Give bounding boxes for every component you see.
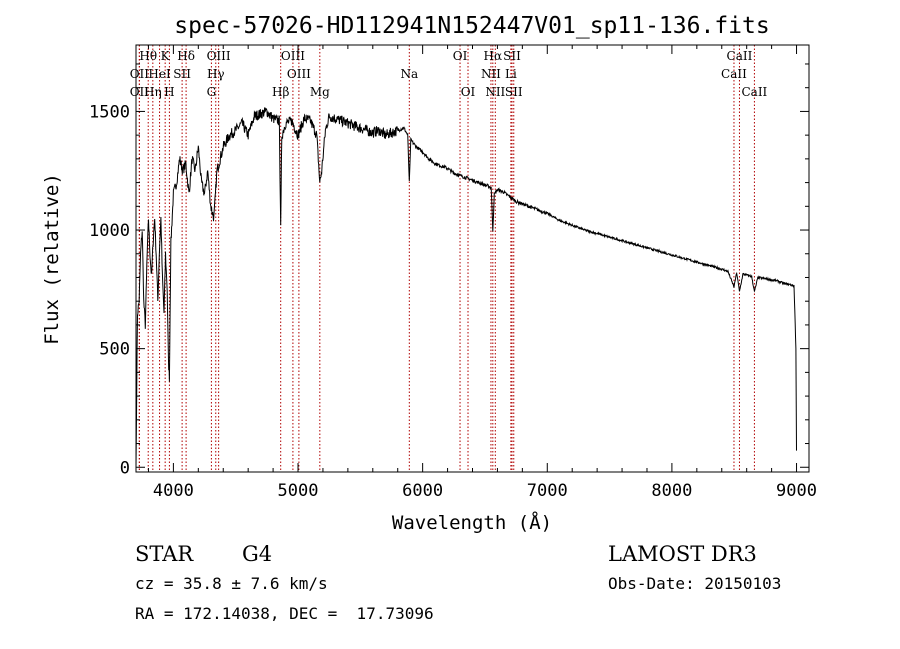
line-label: Hη: [144, 85, 162, 99]
obs-date: Obs-Date: 20150103: [608, 574, 781, 593]
line-label: SII: [505, 85, 523, 99]
y-tick-label: 0: [120, 458, 130, 478]
x-tick-label: 6000: [402, 481, 443, 501]
object-type: STAR: [135, 542, 194, 566]
spectrum-series-line: [135, 107, 797, 468]
line-label: G: [207, 85, 217, 99]
x-tick-label: 8000: [651, 481, 692, 501]
line-label: Hγ: [207, 67, 225, 81]
x-tick-label: 4000: [153, 481, 194, 501]
line-label: K: [161, 49, 171, 63]
line-label: SII: [503, 49, 521, 63]
line-label: Hθ: [139, 49, 157, 63]
x-axis-label: Wavelength (Å): [392, 511, 552, 534]
y-tick-label: 500: [99, 340, 130, 360]
emission-line-labels: Hθ OII OII K HeI Hη SII H Hδ OIII Hγ G Hβ OIII OIII Mg N…: [130, 49, 768, 99]
line-label: Li: [505, 67, 517, 81]
line-label: NII: [485, 85, 505, 99]
x-axis-ticks: 4000 5000 6000 7000 8000 9000: [147, 45, 817, 501]
spectral-subclass: G4: [242, 542, 272, 566]
line-label: OII: [130, 85, 150, 99]
line-label: Hδ: [177, 49, 195, 63]
line-label: OII: [130, 67, 150, 81]
line-label: OI: [461, 85, 476, 99]
x-tick-label: 9000: [776, 481, 817, 501]
line-label: Mg: [310, 85, 330, 99]
emission-line-markers: [138, 45, 755, 472]
line-label: OIII: [281, 49, 305, 63]
chart-title: spec-57026-HD112941N152447V01_sp11-136.f…: [174, 13, 769, 39]
x-tick-label: 7000: [527, 481, 568, 501]
ra-dec-coordinates: RA = 172.14038, DEC = 17.73096: [135, 604, 434, 623]
line-label: OI: [453, 49, 468, 63]
redshift-cz: cz = 35.8 ± 7.6 km/s: [135, 574, 328, 593]
line-label: Hβ: [272, 85, 289, 99]
y-tick-label: 1000: [89, 221, 130, 241]
line-label: HeI: [148, 67, 171, 81]
line-label: OIII: [287, 67, 311, 81]
x-tick-label: 5000: [278, 481, 319, 501]
line-label: SII: [173, 67, 191, 81]
y-tick-label: 1500: [89, 102, 130, 122]
line-label: Hα: [484, 49, 503, 63]
survey-name: LAMOST DR3: [608, 542, 757, 566]
line-label: Na: [400, 67, 418, 81]
line-label: CaII: [721, 67, 747, 81]
line-label: NII: [481, 67, 501, 81]
plot-frame: [135, 44, 810, 473]
line-label: OIII: [207, 49, 231, 63]
y-axis-ticks: 0 500 1000 1500: [89, 63, 809, 478]
y-axis-label: Flux (relative): [41, 173, 63, 345]
line-label: CaII: [727, 49, 753, 63]
line-label: H: [164, 85, 174, 99]
line-label: CaII: [741, 85, 767, 99]
